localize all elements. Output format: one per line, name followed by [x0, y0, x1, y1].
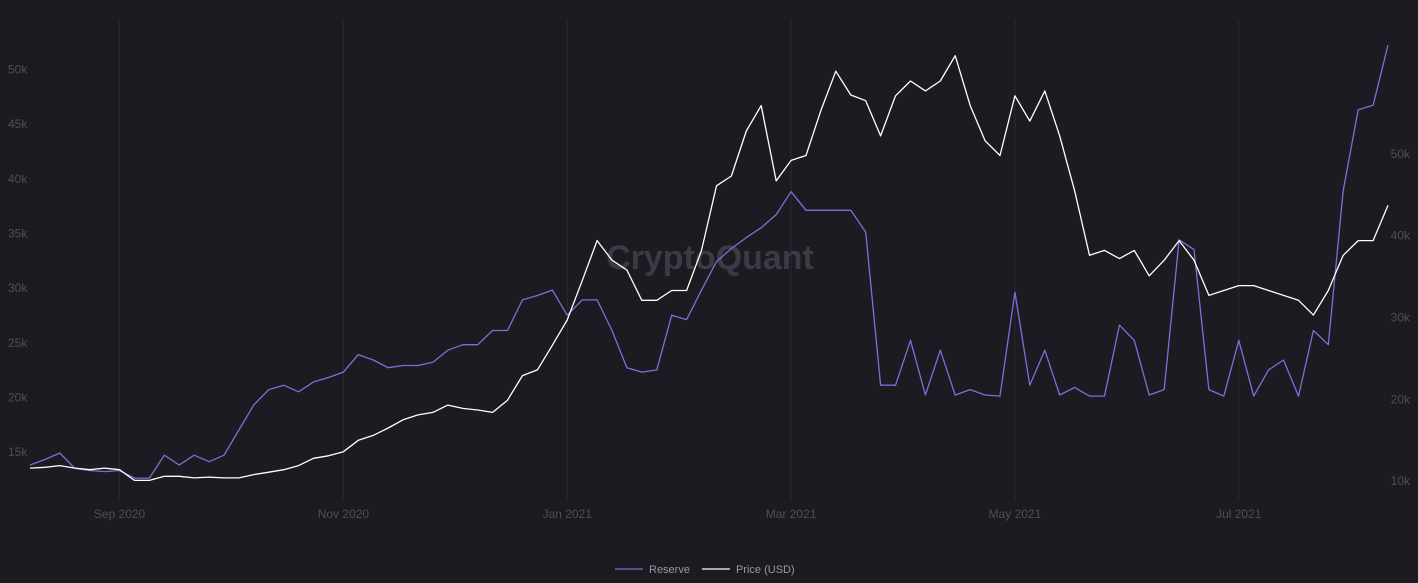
x-tick-label: Sep 2020: [94, 507, 146, 521]
y2-tick-label: 40k: [1391, 229, 1411, 243]
series-line: [29, 44, 1389, 479]
y-tick-label: 20k: [8, 390, 28, 404]
x-tick-label: May 2021: [989, 507, 1042, 521]
legend-label: Reserve: [649, 564, 690, 576]
x-tick-label: Jul 2021: [1216, 507, 1262, 521]
watermark: CryptoQuant: [606, 239, 814, 277]
y-tick-label: 30k: [8, 281, 28, 295]
series-line: [29, 55, 1389, 482]
y2-tick-label: 30k: [1391, 311, 1411, 325]
y-tick-label: 50k: [8, 62, 28, 76]
legend: Reserve Price (USD): [615, 564, 795, 576]
y2-tick-label: 10k: [1391, 474, 1411, 488]
y-tick-label: 15k: [8, 445, 28, 459]
y-tick-label: 45k: [8, 117, 28, 131]
y-tick-label: 25k: [8, 336, 28, 350]
x-tick-label: Jan 2021: [543, 507, 593, 521]
y2-tick-label: 50k: [1391, 147, 1411, 161]
y-tick-label: 35k: [8, 226, 28, 240]
x-tick-label: Mar 2021: [766, 507, 817, 521]
y-tick-label: 40k: [8, 172, 28, 186]
y2-tick-label: 20k: [1391, 392, 1411, 406]
x-tick-label: Nov 2020: [318, 507, 370, 521]
legend-label: Price (USD): [736, 564, 795, 576]
